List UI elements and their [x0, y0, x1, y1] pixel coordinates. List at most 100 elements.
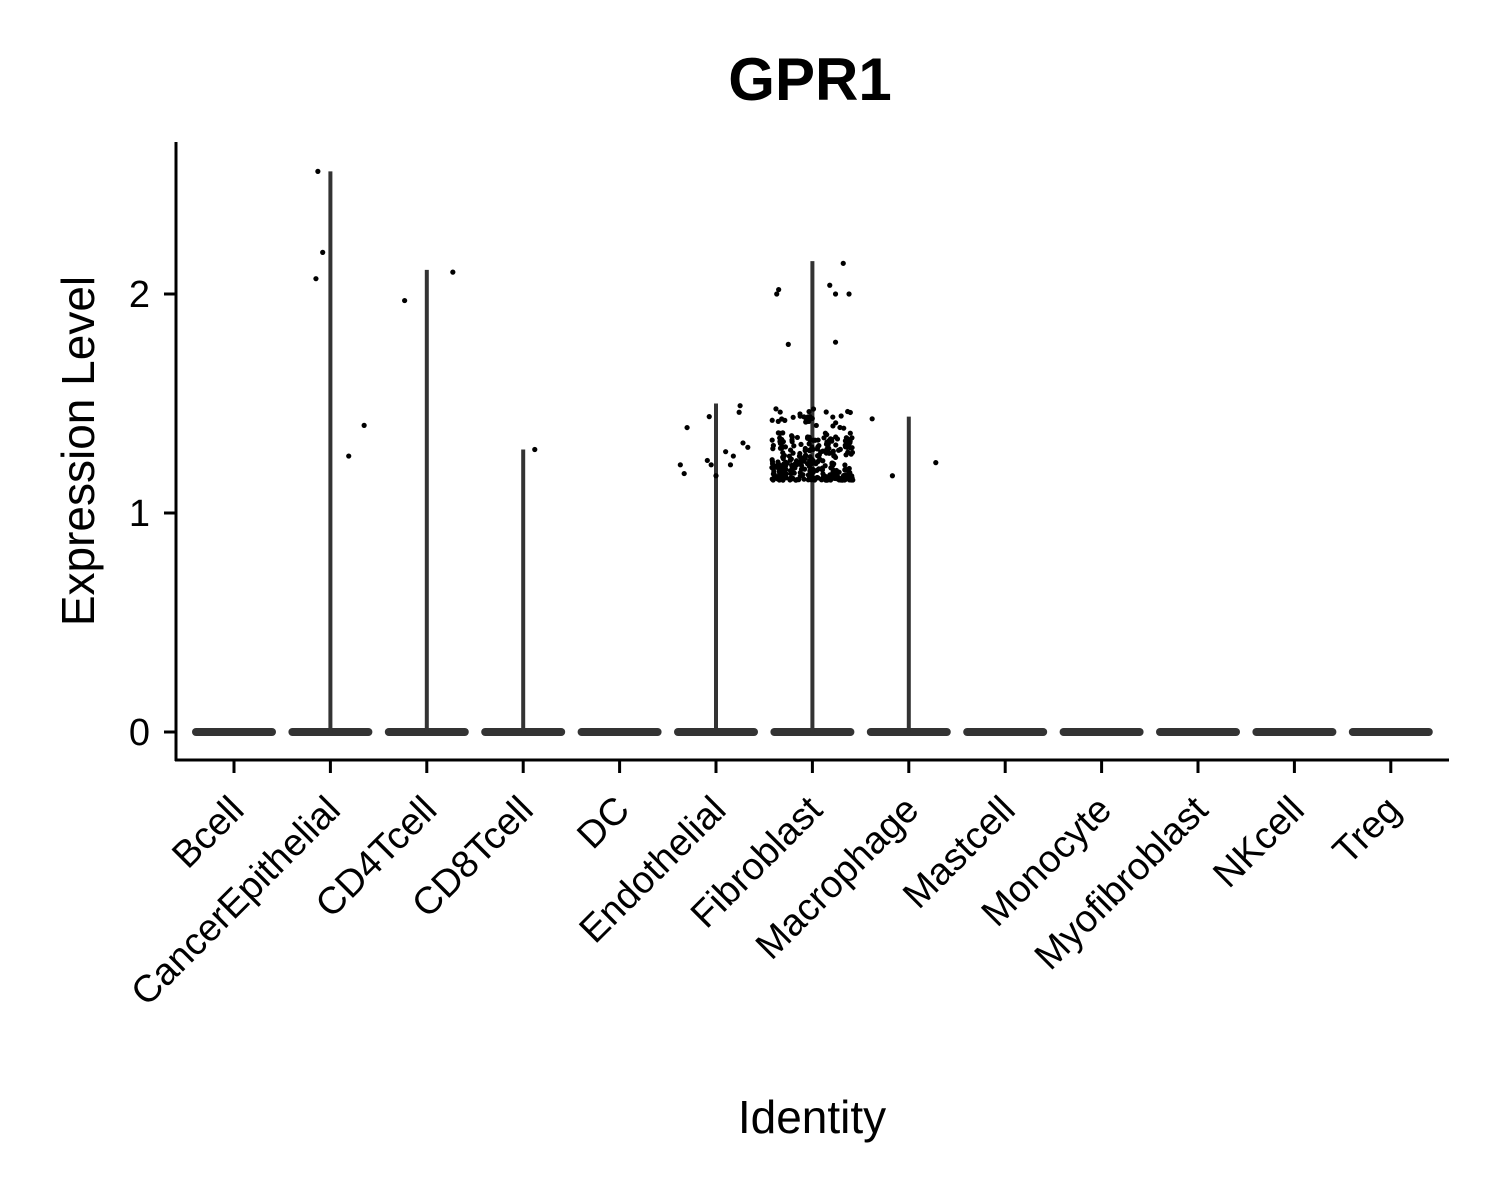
data-point	[785, 341, 791, 347]
data-point	[798, 463, 805, 469]
data-point	[776, 287, 782, 293]
data-point	[783, 475, 789, 481]
data-point	[828, 436, 835, 443]
data-point	[815, 475, 821, 481]
data-point	[827, 282, 833, 288]
data-point	[869, 416, 875, 422]
data-point	[450, 269, 456, 275]
data-point	[774, 291, 780, 297]
data-point	[801, 458, 807, 464]
y-axis-ticks: 0 1 2	[129, 274, 176, 754]
data-point	[773, 474, 779, 480]
data-point	[740, 440, 746, 446]
violin-base	[1348, 728, 1433, 736]
data-point	[842, 467, 848, 473]
data-point	[777, 474, 783, 481]
x-tick-label: DC	[569, 789, 638, 858]
data-point	[780, 450, 786, 456]
data-point	[820, 448, 826, 454]
data-point	[845, 449, 851, 455]
y-axis-title: Expression Level	[52, 276, 104, 626]
data-point	[532, 446, 538, 453]
data-point	[823, 409, 829, 415]
data-point	[320, 249, 326, 255]
data-point	[835, 447, 842, 453]
data-point	[737, 403, 743, 409]
x-tick-label: Bcell	[164, 789, 252, 877]
plot-area	[192, 168, 1433, 736]
data-point	[790, 414, 796, 420]
data-point	[849, 435, 855, 441]
data-point	[801, 476, 807, 482]
data-point	[820, 458, 826, 464]
data-point	[777, 440, 784, 447]
data-point	[777, 445, 784, 451]
data-point	[803, 419, 810, 425]
data-point	[833, 442, 839, 448]
data-point	[681, 470, 687, 477]
violin-base	[963, 728, 1048, 736]
data-point	[807, 454, 813, 460]
data-point	[704, 457, 710, 464]
data-point	[313, 276, 319, 282]
data-point	[708, 462, 714, 468]
data-point	[842, 438, 849, 444]
chart-title: GPR1	[728, 46, 891, 113]
data-point	[769, 461, 776, 467]
data-point	[315, 168, 321, 174]
data-point	[842, 462, 848, 468]
data-point	[848, 477, 854, 483]
data-point	[775, 459, 781, 465]
data-point	[770, 446, 776, 452]
data-point	[822, 476, 829, 482]
data-point	[770, 466, 776, 472]
y-tick-label: 0	[129, 712, 150, 754]
data-point	[806, 441, 812, 447]
data-point	[361, 422, 367, 428]
data-point	[789, 464, 795, 470]
data-point	[346, 453, 352, 459]
data-point	[847, 430, 853, 436]
data-point	[777, 409, 783, 415]
data-point	[825, 441, 831, 447]
data-point	[797, 413, 803, 419]
data-point	[815, 444, 821, 450]
data-point	[780, 462, 787, 468]
data-point	[838, 477, 844, 483]
data-point	[798, 455, 804, 461]
data-point	[889, 473, 896, 479]
violin-base	[1156, 728, 1240, 736]
data-point	[736, 409, 742, 415]
data-point	[794, 434, 800, 441]
data-point	[793, 477, 799, 483]
data-point	[933, 460, 939, 466]
data-point	[807, 458, 813, 464]
violin-base	[1252, 728, 1337, 736]
data-point	[706, 414, 712, 420]
data-point	[769, 437, 775, 443]
data-point	[831, 461, 837, 467]
data-point	[830, 423, 836, 429]
data-point	[832, 291, 839, 297]
data-point	[730, 453, 736, 459]
data-point	[684, 424, 690, 431]
data-point	[402, 297, 408, 304]
violin-base	[1059, 728, 1144, 736]
data-point	[788, 468, 794, 474]
data-point	[808, 477, 815, 483]
data-point	[831, 475, 838, 481]
data-point	[780, 430, 786, 436]
data-point	[782, 417, 788, 423]
data-point	[810, 437, 816, 443]
data-point	[813, 461, 819, 467]
data-point	[769, 417, 775, 423]
data-point	[837, 424, 843, 431]
y-tick-label: 2	[129, 274, 150, 316]
data-point	[821, 435, 827, 441]
data-point	[727, 462, 734, 468]
data-point	[814, 453, 821, 459]
data-point	[790, 450, 796, 456]
data-point	[789, 433, 795, 439]
data-point	[826, 450, 832, 456]
